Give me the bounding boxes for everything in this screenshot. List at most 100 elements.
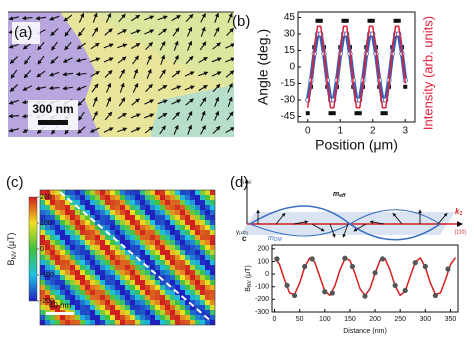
map-cell [170, 250, 176, 256]
map-cell [85, 295, 91, 301]
map-cell [80, 270, 86, 276]
map-cell [80, 315, 86, 321]
map-cell [125, 265, 131, 271]
spin-arrow [37, 41, 45, 51]
map-cell [140, 295, 146, 301]
map-cell [170, 225, 176, 231]
map-cell [185, 320, 191, 325]
map-cell [95, 280, 101, 286]
map-cell [55, 315, 61, 321]
y-axis-label: BNV (μT) [245, 265, 253, 292]
spin-arrow [145, 83, 153, 93]
map-cell [40, 285, 46, 291]
map-cell [140, 250, 146, 256]
label-part: y [236, 230, 239, 236]
map-cell [120, 315, 126, 321]
map-cell [70, 315, 76, 321]
map-cell [135, 290, 141, 296]
map-cell [165, 215, 171, 221]
colorbar [28, 196, 38, 302]
map-cell [190, 195, 196, 201]
map-cell [125, 260, 131, 266]
map-cell [50, 190, 56, 196]
spin-arrow [130, 43, 141, 49]
map-cell [160, 250, 166, 256]
map-cell [55, 215, 61, 221]
map-cell [120, 310, 126, 316]
map-cell [165, 315, 171, 321]
spin-arrow [118, 97, 126, 107]
map-cell [105, 195, 111, 201]
map-cell [210, 305, 215, 311]
map-cell [195, 260, 201, 266]
map-cell [165, 310, 171, 316]
map-cell [205, 200, 211, 206]
map-cell [150, 320, 156, 325]
x-tick-label: 350 [445, 316, 457, 323]
map-cell [195, 285, 201, 291]
map-cell [80, 230, 86, 236]
map-cell [50, 210, 56, 216]
map-cell [70, 225, 76, 231]
map-cell [70, 295, 76, 301]
map-cell [60, 320, 66, 325]
map-cell [145, 280, 151, 286]
map-cell [205, 265, 211, 271]
map-cell [80, 250, 86, 256]
map-cell [105, 300, 111, 306]
map-cell [95, 255, 101, 261]
map-cell [60, 215, 66, 221]
spin-arrow [35, 16, 47, 21]
map-cell [140, 285, 146, 291]
map-cell [120, 200, 126, 206]
y-tick-label: 0 [289, 62, 295, 73]
map-cell [155, 310, 161, 316]
map-cell [120, 290, 126, 296]
spin-arrow [91, 27, 99, 37]
map-cell [75, 320, 81, 325]
map-cell [145, 225, 151, 231]
point [342, 255, 348, 261]
map-cell [100, 205, 106, 211]
map-cell [85, 305, 91, 311]
map-cell [125, 230, 131, 236]
map-cell [140, 315, 146, 321]
spin-arrow [37, 55, 45, 65]
map-cell [210, 255, 215, 261]
map-cell [165, 250, 171, 256]
map-cell [95, 315, 101, 321]
map-cell [75, 260, 81, 266]
map-cell [45, 270, 51, 276]
map-cell [125, 295, 131, 301]
map-cell [50, 285, 56, 291]
map-cell [170, 215, 176, 221]
point [357, 111, 362, 116]
map-cell [130, 220, 136, 226]
map-cell [205, 305, 211, 311]
map-cell [160, 310, 166, 316]
map-cell [165, 275, 171, 281]
map-cell [120, 265, 126, 271]
map-cell [80, 235, 86, 241]
map-cell [185, 190, 191, 196]
map-cell [150, 210, 156, 216]
map-cell [165, 300, 171, 306]
map-cell [45, 285, 51, 291]
map-cell [115, 235, 121, 241]
map-cell [40, 230, 46, 236]
map-cell [100, 235, 106, 241]
point [367, 18, 372, 23]
label-part: (μT) [245, 265, 252, 278]
map-cell [110, 245, 116, 251]
map-cell [200, 290, 206, 296]
map-cell [115, 230, 121, 236]
map-cell [175, 260, 181, 266]
map-cell [155, 215, 161, 221]
map-cell [175, 230, 181, 236]
map-cell [160, 230, 166, 236]
map-cell [130, 270, 136, 276]
map-cell [135, 260, 141, 266]
map-cell [110, 270, 116, 276]
map-cell [125, 200, 131, 206]
